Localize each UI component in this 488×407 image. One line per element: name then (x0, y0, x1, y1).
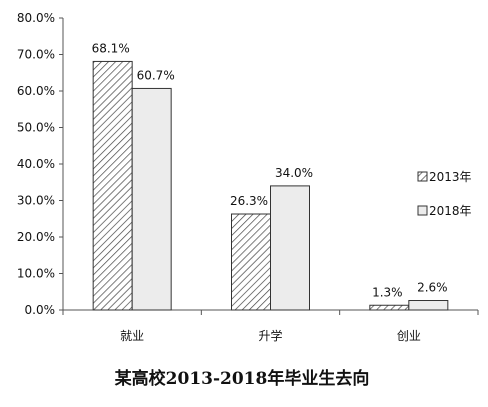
y-tick-label: 70.0% (17, 48, 55, 62)
bar-series-2 (131, 87, 172, 311)
y-tick-label: 20.0% (17, 230, 55, 244)
data-label: 60.7% (137, 68, 175, 82)
y-tick-label: 0.0% (25, 303, 56, 317)
chart-title: 某高校2013-2018年毕业生去向 (115, 368, 370, 389)
bar-series-1 (92, 60, 133, 311)
category-label: 创业 (397, 329, 421, 343)
y-tick-label: 30.0% (17, 194, 55, 208)
bars (92, 60, 449, 311)
y-tick-label: 40.0% (17, 157, 55, 171)
bar-series-2 (408, 300, 449, 311)
legend-swatch (417, 205, 428, 216)
axes: 0.0% 10.0% 20.0% 30.0% 40.0% 50.0% 60.0% 70.0% 8… (17, 11, 479, 343)
data-label: 26.3% (230, 194, 268, 208)
bar-series-1 (231, 213, 271, 311)
bar-series-1 (369, 304, 410, 311)
category-label: 升学 (258, 328, 282, 343)
bar-series-2 (270, 185, 310, 311)
category-label: 就业 (120, 329, 144, 343)
legend-swatch (417, 171, 428, 182)
y-tick-label: 10.0% (17, 267, 55, 281)
data-label: 2.6% (417, 281, 448, 295)
y-tick-label: 80.0% (17, 11, 55, 25)
data-label: 68.1% (92, 41, 130, 55)
legend-label: 2013年 (429, 170, 472, 184)
data-label: 1.3% (372, 285, 403, 299)
legend: 2013年 2018年 (417, 170, 472, 218)
legend-label: 2018年 (429, 204, 472, 218)
y-tick-label: 50.0% (17, 121, 55, 135)
y-tick-label: 60.0% (17, 84, 55, 98)
data-label: 34.0% (275, 166, 313, 180)
data-labels: 68.1% 60.7% 26.3% 34.0% 1.3% 2.6% (92, 41, 448, 299)
